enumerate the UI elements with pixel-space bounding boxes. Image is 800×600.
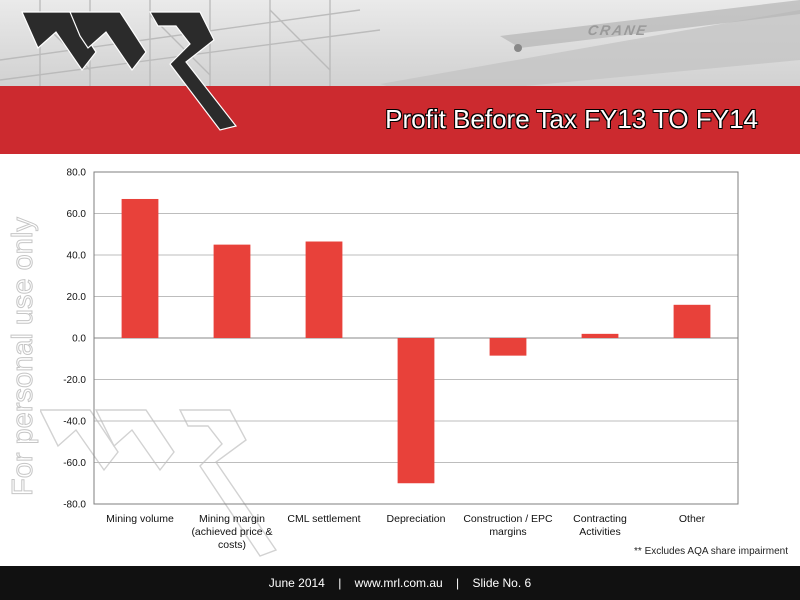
x-category-label-line: Construction / EPC [463,513,553,525]
footer-url[interactable]: www.mrl.com.au [354,576,443,590]
footer-bar: June 2014 | www.mrl.com.au | Slide No. 6 [0,566,800,600]
x-category-label-line: Depreciation [387,513,446,525]
chart-bars [121,198,711,484]
y-tick-label: 20.0 [67,292,87,303]
watermark-text: For personal use only [7,217,39,496]
plot-area-frame [93,171,739,505]
bar [673,304,711,338]
bar [397,338,435,484]
x-category-label-line: Contracting [573,513,627,525]
x-category-label: Mining margin (achieved price & costs) [191,513,272,551]
footer-separator: | [456,576,460,590]
mrl-logo [21,11,238,131]
x-category-label-line: CML settlement [287,513,360,525]
footer-text: June 2014 | www.mrl.com.au | Slide No. 6 [0,576,800,590]
y-tick-label: -20.0 [63,375,86,386]
bar [305,241,343,338]
x-category-label: Construction / EPC margins [463,513,553,538]
x-category-label-line: Mining volume [106,513,174,525]
x-category-label: Mining volume [106,513,174,525]
y-tick-label: -80.0 [63,500,86,511]
footnote: ** Excludes AQA share impairment [634,546,788,557]
x-category-label-line: margins [489,526,526,538]
title-band [0,86,800,154]
y-tick-label: -40.0 [63,417,86,428]
x-category-label-line: Activities [579,526,620,538]
x-axis-labels: Mining volume Mining margin (achieved pric… [106,513,705,551]
x-category-label-line: Other [679,513,706,525]
bar-chart: 80.060.040.020.00.0-20.0-40.0-60.0-80.0 … [63,168,739,551]
y-tick-label: 0.0 [72,334,86,345]
x-category-label: Contracting Activities [573,513,627,538]
watermark-logo [40,409,278,557]
y-tick-label: 60.0 [67,209,87,220]
y-tick-label: 80.0 [67,168,87,179]
watermark: For personal use only [7,216,40,496]
x-category-label-line: Mining margin [199,513,265,525]
footer-date: June 2014 [268,576,325,590]
x-category-label: Depreciation [387,513,446,525]
slide-title: Profit Before Tax FY13 TO FY14 [385,104,758,134]
y-tick-label: -60.0 [63,458,86,469]
x-category-label-line: costs) [218,539,246,551]
x-category-label: CML settlement [287,513,360,525]
footer-separator: | [338,576,342,590]
bar [581,333,619,338]
footer-slide-number: Slide No. 6 [472,576,532,590]
x-category-label-line: (achieved price & [191,526,272,538]
bar [489,338,527,356]
y-axis-ticks: 80.0 60.0 40.0 20.0 0.0 -20.0 -40.0 -60.0 -80.0 [63,168,86,511]
x-category-label: Other [679,513,706,525]
y-tick-label: 40.0 [67,251,87,262]
bar [213,244,251,338]
bar [121,198,159,338]
